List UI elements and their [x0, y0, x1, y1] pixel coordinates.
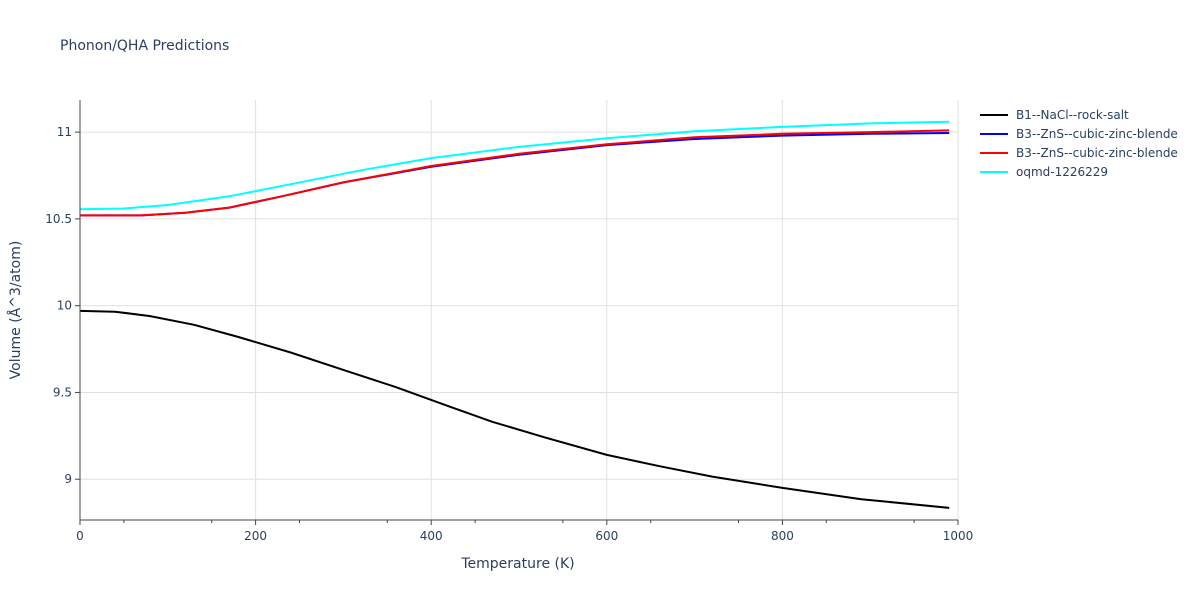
y-tick-label: 10.5	[45, 212, 72, 226]
series-layer	[79, 120, 950, 509]
x-axis-title: Temperature (K)	[460, 556, 574, 572]
y-tick-label: 9	[64, 472, 72, 486]
y-tick-label: 9.5	[53, 385, 72, 399]
x-tick-label: 1000	[943, 529, 974, 543]
series-line-1	[79, 309, 950, 509]
x-tick-label: 200	[244, 529, 267, 543]
x-tick-label: 600	[595, 529, 618, 543]
series-line-2	[80, 132, 950, 217]
legend-label-2: B3--ZnS--cubic-zinc-blende	[1016, 127, 1178, 141]
x-tick-label: 400	[420, 529, 443, 543]
y-tick-label: 11	[57, 125, 72, 139]
legend-label-4: oqmd-1226229	[1016, 165, 1108, 179]
series-line-4	[79, 120, 950, 211]
grid	[80, 100, 959, 520]
y-tick-label: 10	[57, 299, 72, 313]
axes: 0 200 400 600 800 1000 9 9.5 10 10.5 11	[45, 100, 973, 543]
y-axis-title: Volume (Å^3/atom)	[7, 241, 24, 380]
series-line-3	[80, 129, 950, 217]
legend-label-1: B1--NaCl--rock-salt	[1016, 108, 1129, 122]
chart-title: Phonon/QHA Predictions	[60, 38, 229, 54]
x-tick-label: 800	[771, 529, 794, 543]
x-tick-label: 0	[76, 529, 84, 543]
legend: B1--NaCl--rock-salt B3--ZnS--cubic-zinc-b…	[980, 108, 1178, 179]
legend-label-3: B3--ZnS--cubic-zinc-blende	[1016, 146, 1178, 160]
